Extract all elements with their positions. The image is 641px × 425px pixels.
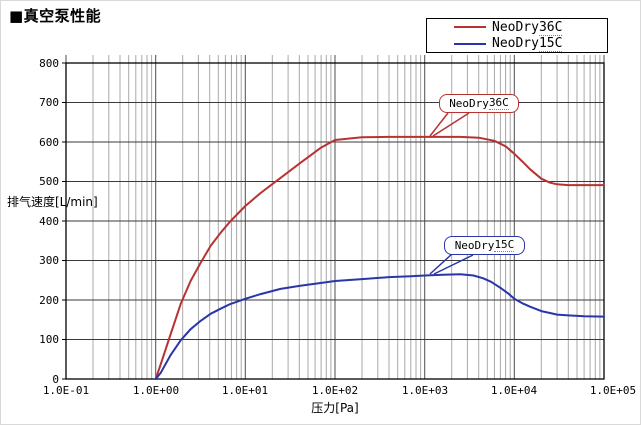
x-tick-label: 1.0E+01 — [221, 384, 269, 397]
y-axis-title: 排气速度[L/min] — [7, 195, 98, 209]
callout-text-suffix: 36C — [488, 96, 509, 110]
y-tick-label: 300 — [39, 254, 59, 267]
legend-label: NeoDry36C — [492, 19, 563, 36]
legend-label: NeoDry15C — [492, 36, 563, 53]
legend-item-neodry36c: NeoDry36C — [427, 19, 607, 36]
x-tick-label: 1.0E+02 — [311, 384, 359, 397]
x-tick-label: 1.0E+04 — [490, 384, 538, 397]
callout-text-prefix: NeoDry — [454, 238, 495, 252]
legend-label-prefix: NeoDry — [492, 19, 539, 35]
legend-label-suffix: 36C — [538, 19, 563, 36]
legend-label-prefix: NeoDry — [492, 36, 539, 52]
x-axis-title: 压力[Pa] — [311, 401, 359, 415]
y-tick-label: 800 — [39, 57, 59, 70]
callout-neodry15c: NeoDry 15C — [444, 236, 525, 255]
x-tick-label: 1.0E-01 — [42, 384, 90, 397]
y-tick-label: 200 — [39, 294, 59, 307]
x-tick-label: 1.0E+00 — [132, 384, 180, 397]
y-tick-label: 700 — [39, 96, 59, 109]
callout-text-prefix: NeoDry — [449, 96, 489, 110]
legend-item-neodry15c: NeoDry15C — [427, 36, 607, 53]
y-tick-label: 500 — [39, 175, 59, 188]
y-tick-label: 600 — [39, 136, 59, 149]
legend-line-sample-blue — [454, 42, 486, 45]
legend-box: NeoDry36C NeoDry15C — [426, 18, 608, 53]
y-tick-label: 400 — [39, 215, 59, 228]
y-tick-label: 100 — [39, 333, 59, 346]
x-tick-label: 1.0E+05 — [589, 384, 637, 397]
y-tick-label: 0 — [52, 373, 59, 386]
callout-text-suffix: 15C — [494, 238, 515, 252]
callout-neodry36c: NeoDry 36C — [439, 94, 519, 113]
legend-line-sample-red — [454, 26, 486, 29]
x-tick-label: 1.0E+03 — [401, 384, 449, 397]
page-title: ■真空泵性能 — [9, 7, 102, 25]
legend-label-suffix: 15C — [538, 36, 563, 53]
